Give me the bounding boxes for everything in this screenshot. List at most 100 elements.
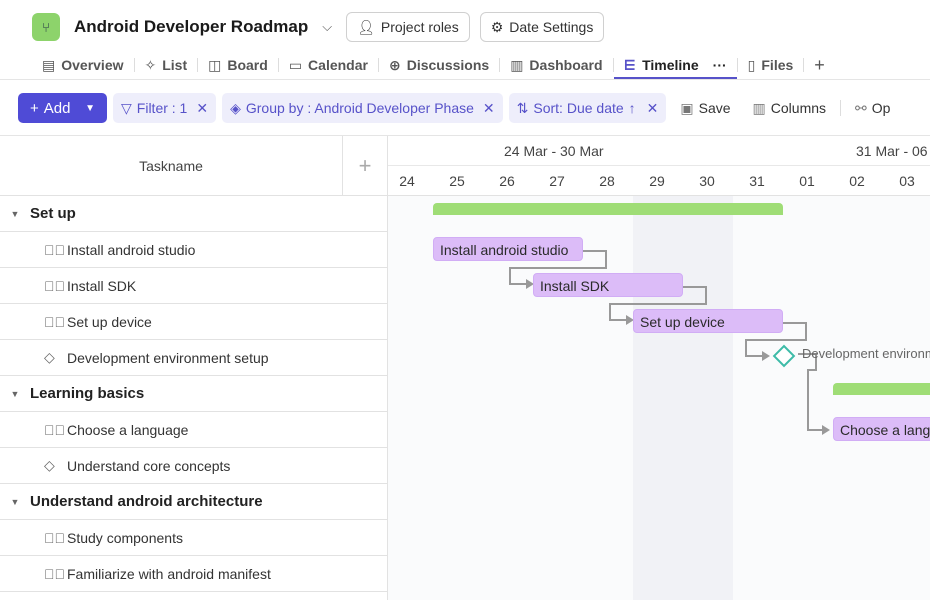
group-row[interactable]: ▼ Set up — [0, 196, 387, 232]
task-bar-install-android-studio[interactable]: Install android studio — [433, 237, 583, 261]
task-row[interactable]: ✓⃝ Install android studio — [0, 232, 387, 268]
group-bar-set-up[interactable] — [433, 203, 783, 215]
timeline-icon: ⋿ — [623, 56, 637, 73]
caret-down-icon[interactable]: ▼ — [10, 388, 20, 399]
week-label: 31 Mar - 06 — [856, 143, 928, 159]
view-tabs: ▤ Overview ✧ List ◫ Board ▭ Calendar ⊕ Discus… — [32, 52, 835, 79]
check-circle-icon[interactable]: ✓⃝ — [44, 313, 65, 330]
day-label: 27 — [549, 173, 565, 189]
calendar-icon: ▭ — [288, 56, 303, 73]
task-row[interactable]: ◇ Understand core concepts — [0, 448, 387, 484]
close-icon[interactable]: ✕ — [482, 99, 495, 116]
chevron-down-icon[interactable]: ⌵ — [322, 19, 333, 34]
task-label: Install android studio — [67, 241, 196, 258]
task-bar-choose-a-language[interactable]: Choose a language — [833, 417, 930, 441]
taskname-header[interactable]: Taskname — [0, 136, 343, 195]
sort-chip[interactable]: ⇅ Sort: Due date ↑ ✕ — [508, 93, 667, 123]
caret-down-icon[interactable]: ▼ — [85, 102, 95, 114]
file-icon: ▯ — [747, 56, 756, 73]
plus-circle-icon: ⊕ — [388, 56, 401, 73]
project-roles-button[interactable]: 👤︎ Project roles — [346, 12, 470, 42]
check-circle-icon[interactable]: ✓⃝ — [44, 565, 65, 582]
add-column-button[interactable]: + — [358, 152, 372, 178]
day-label: 24 — [399, 173, 415, 189]
gear-icon: ⚙ — [490, 18, 504, 35]
project-header: ⑂ Android Developer Roadmap ⌵ 👤︎ Project … — [32, 12, 605, 42]
task-rows: ▼ Set up ✓⃝ Install android studio ✓⃝ Install… — [0, 196, 387, 592]
project-title: Android Developer Roadmap — [74, 17, 309, 36]
sort-icon: ⇅ — [516, 99, 529, 116]
date-settings-button[interactable]: ⚙ Date Settings — [479, 12, 605, 42]
task-row[interactable]: ✓⃝ Set up device — [0, 304, 387, 340]
dependency-arrow — [798, 353, 824, 431]
add-button[interactable]: + Add ▼ — [18, 93, 107, 123]
tab-discussions[interactable]: ⊕ Discussions — [379, 52, 499, 78]
divider — [612, 58, 614, 72]
sliders-icon: ⚯ — [855, 99, 867, 116]
task-row[interactable]: ✓⃝ Choose a language — [0, 412, 387, 448]
group-by-chip[interactable]: ◈ Group by : Android Developer Phase ✕ — [222, 93, 503, 123]
user-icon: 👤︎ — [357, 18, 375, 35]
tab-overview[interactable]: ▤ Overview — [32, 52, 134, 78]
divider — [377, 58, 379, 72]
group-row[interactable]: ▼ Understand android architecture — [0, 484, 387, 520]
add-label: Add — [43, 99, 71, 117]
task-label: Choose a language — [67, 421, 189, 438]
close-icon[interactable]: ✕ — [646, 99, 659, 116]
task-label: Development environment setup — [67, 349, 269, 366]
task-row[interactable]: ✓⃝ Install SDK — [0, 268, 387, 304]
tab-files[interactable]: ▯ Files — [738, 52, 804, 78]
task-label: Study components — [67, 529, 183, 546]
divider — [133, 58, 135, 72]
day-label: 29 — [649, 173, 665, 189]
caret-down-icon[interactable]: ▼ — [10, 208, 20, 219]
task-row[interactable]: ✓⃝ Study components — [0, 520, 387, 556]
day-label: 30 — [699, 173, 715, 189]
task-bar-set-up-device[interactable]: Set up device — [633, 309, 783, 333]
close-icon[interactable]: ✕ — [196, 99, 209, 116]
tab-timeline[interactable]: ⋿ Timeline ··· — [613, 52, 737, 79]
date-settings-label: Date Settings — [509, 19, 594, 35]
check-circle-icon[interactable]: ✓⃝ — [44, 241, 65, 258]
check-circle-icon[interactable]: ✓⃝ — [44, 277, 65, 294]
sort-label: Sort: Due date — [533, 100, 624, 116]
day-label: 31 — [749, 173, 765, 189]
project-roles-label: Project roles — [380, 19, 459, 35]
task-row[interactable]: ✓⃝ Familiarize with android manifest — [0, 556, 387, 592]
options-button[interactable]: ⚯ Op — [847, 93, 898, 123]
tab-dashboard[interactable]: ▥ Dashboard — [500, 52, 612, 78]
task-grid: Taskname + ▼ Set up ✓⃝ Install android stud… — [0, 136, 388, 600]
weekend-shade — [633, 196, 733, 600]
task-label: Familiarize with android manifest — [67, 565, 271, 582]
group-bar-learning-basics[interactable] — [833, 383, 930, 395]
dependency-links — [509, 250, 830, 435]
tab-label: Timeline — [642, 57, 699, 73]
filter-icon: ▽ — [121, 99, 132, 116]
tab-calendar[interactable]: ▭ Calendar — [279, 52, 378, 78]
tab-label: List — [162, 57, 188, 73]
check-circle-icon[interactable]: ✓⃝ — [44, 421, 65, 438]
day-label: 25 — [449, 173, 465, 189]
day-label: 02 — [849, 173, 865, 189]
divider — [0, 135, 930, 136]
task-bar-install-sdk[interactable]: Install SDK — [533, 273, 683, 297]
add-tab-button[interactable]: + — [814, 54, 825, 75]
task-row[interactable]: ◇ Development environment setup — [0, 340, 387, 376]
tab-board[interactable]: ◫ Board — [198, 52, 278, 78]
more-icon[interactable]: ··· — [712, 57, 727, 73]
group-label: Understand android architecture — [30, 493, 263, 510]
save-button[interactable]: ▣ Save — [672, 93, 738, 123]
task-label: Install SDK — [67, 277, 137, 294]
group-label: Learning basics — [30, 385, 145, 402]
filter-chip[interactable]: ▽ Filter : 1 ✕ — [113, 93, 217, 123]
caret-down-icon[interactable]: ▼ — [10, 496, 20, 507]
group-by-label: Group by : Android Developer Phase — [245, 100, 474, 116]
columns-button[interactable]: ▥ Columns — [745, 93, 834, 123]
dependency-arrow — [609, 286, 707, 321]
group-row[interactable]: ▼ Learning basics — [0, 376, 387, 412]
week-label: 24 Mar - 30 Mar — [504, 143, 604, 159]
pin-icon: ✧ — [144, 56, 157, 73]
check-circle-icon[interactable]: ✓⃝ — [44, 529, 65, 546]
layers-icon: ◈ — [230, 99, 241, 116]
tab-list[interactable]: ✧ List — [135, 52, 198, 78]
